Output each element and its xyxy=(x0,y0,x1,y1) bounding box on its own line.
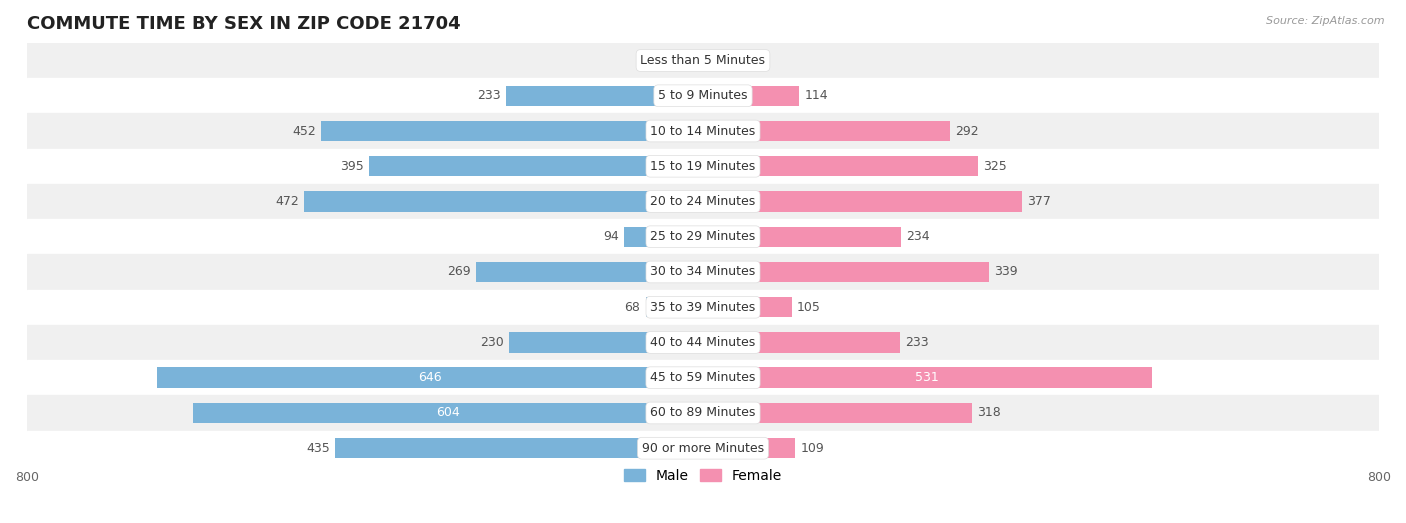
Text: 15 to 19 Minutes: 15 to 19 Minutes xyxy=(651,160,755,173)
Text: 109: 109 xyxy=(800,442,824,454)
Text: 234: 234 xyxy=(905,230,929,243)
Bar xyxy=(27,113,1379,149)
Bar xyxy=(509,332,703,353)
Text: 90 or more Minutes: 90 or more Minutes xyxy=(643,442,763,454)
Bar xyxy=(703,332,900,353)
Text: 269: 269 xyxy=(447,266,471,278)
Text: 339: 339 xyxy=(994,266,1018,278)
Bar xyxy=(157,368,703,388)
Bar xyxy=(27,290,1379,325)
Text: 30: 30 xyxy=(734,54,749,67)
Text: 94: 94 xyxy=(603,230,619,243)
Text: Less than 5 Minutes: Less than 5 Minutes xyxy=(641,54,765,67)
Bar xyxy=(27,149,1379,184)
Bar xyxy=(27,395,1379,430)
Text: 325: 325 xyxy=(983,160,1007,173)
Bar xyxy=(27,184,1379,219)
Bar xyxy=(703,403,972,423)
Text: 318: 318 xyxy=(977,406,1001,419)
Text: Source: ZipAtlas.com: Source: ZipAtlas.com xyxy=(1267,16,1385,26)
Text: 45 to 59 Minutes: 45 to 59 Minutes xyxy=(651,371,755,384)
Text: 452: 452 xyxy=(292,124,316,138)
Bar xyxy=(678,50,703,71)
Text: 25 to 29 Minutes: 25 to 29 Minutes xyxy=(651,230,755,243)
Text: 604: 604 xyxy=(436,406,460,419)
Bar xyxy=(703,86,800,106)
Bar xyxy=(321,121,703,141)
Text: 646: 646 xyxy=(418,371,441,384)
Bar xyxy=(27,43,1379,78)
Text: 114: 114 xyxy=(804,89,828,103)
Text: 395: 395 xyxy=(340,160,364,173)
Bar xyxy=(645,297,703,317)
Text: 10 to 14 Minutes: 10 to 14 Minutes xyxy=(651,124,755,138)
Text: 105: 105 xyxy=(797,301,821,314)
Bar xyxy=(703,50,728,71)
Text: 40 to 44 Minutes: 40 to 44 Minutes xyxy=(651,336,755,349)
Text: 20 to 24 Minutes: 20 to 24 Minutes xyxy=(651,195,755,208)
Bar xyxy=(370,156,703,176)
Text: 30: 30 xyxy=(657,54,672,67)
Text: 377: 377 xyxy=(1026,195,1050,208)
Bar xyxy=(703,297,792,317)
Bar xyxy=(703,121,949,141)
Bar xyxy=(703,191,1022,212)
Bar xyxy=(27,360,1379,395)
Bar xyxy=(703,438,796,459)
Text: 292: 292 xyxy=(955,124,979,138)
Bar xyxy=(703,262,990,282)
Bar xyxy=(703,368,1152,388)
Legend: Male, Female: Male, Female xyxy=(619,463,787,488)
Bar xyxy=(27,325,1379,360)
Bar xyxy=(336,438,703,459)
Bar xyxy=(27,219,1379,254)
Text: 435: 435 xyxy=(307,442,330,454)
Bar xyxy=(703,226,901,247)
Text: 531: 531 xyxy=(915,371,939,384)
Bar xyxy=(27,78,1379,113)
Bar xyxy=(193,403,703,423)
Bar xyxy=(304,191,703,212)
Bar xyxy=(475,262,703,282)
Text: 30 to 34 Minutes: 30 to 34 Minutes xyxy=(651,266,755,278)
Text: 5 to 9 Minutes: 5 to 9 Minutes xyxy=(658,89,748,103)
Text: 68: 68 xyxy=(624,301,641,314)
Bar xyxy=(624,226,703,247)
Text: COMMUTE TIME BY SEX IN ZIP CODE 21704: COMMUTE TIME BY SEX IN ZIP CODE 21704 xyxy=(27,15,461,33)
Bar xyxy=(703,156,977,176)
Bar xyxy=(27,254,1379,290)
Text: 60 to 89 Minutes: 60 to 89 Minutes xyxy=(651,406,755,419)
Text: 472: 472 xyxy=(276,195,299,208)
Bar xyxy=(27,430,1379,466)
Text: 233: 233 xyxy=(905,336,928,349)
Bar xyxy=(506,86,703,106)
Text: 233: 233 xyxy=(478,89,501,103)
Text: 35 to 39 Minutes: 35 to 39 Minutes xyxy=(651,301,755,314)
Text: 230: 230 xyxy=(479,336,503,349)
